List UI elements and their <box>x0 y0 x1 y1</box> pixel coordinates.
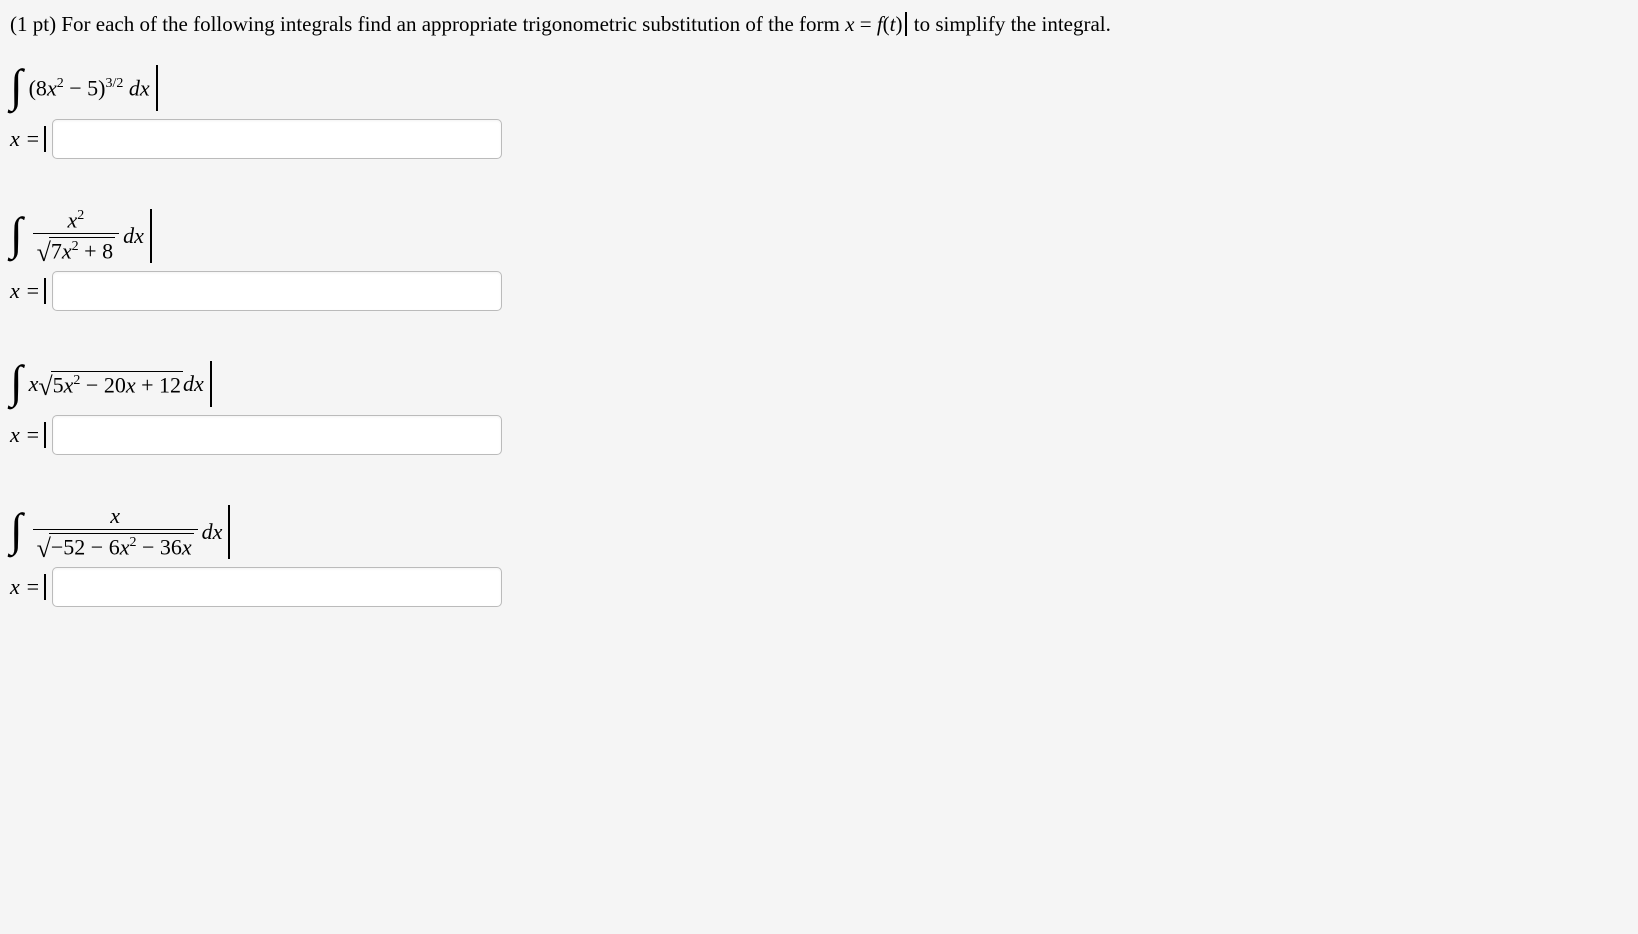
integrand-2-denominator: 7x2 + 8 <box>49 237 115 263</box>
prompt-eq-sign: = <box>854 12 876 36</box>
answer-input-2[interactable] <box>52 271 502 311</box>
problem-3: ∫ x √ 5x2 − 20x + 12 dx x = <box>10 361 1628 455</box>
problem-1: ∫ (8x2 − 5)3/2 dx x = <box>10 65 1628 159</box>
x-equals-label: x = <box>10 422 46 448</box>
integral-4: ∫ x √ −52 − 6x2 − 36x dx <box>10 505 230 559</box>
problem-4: ∫ x √ −52 − 6x2 − 36x dx x = <box>10 505 1628 607</box>
x-equals-label: x = <box>10 278 46 304</box>
sqrt-icon: √ <box>38 374 52 400</box>
answer-input-3[interactable] <box>52 415 502 455</box>
problem-prompt: (1 pt) For each of the following integra… <box>10 12 1628 37</box>
integrand-4-numerator: x <box>106 505 124 529</box>
integral-sign-icon: ∫ <box>10 211 23 257</box>
integrand-4-trailing: dx <box>202 521 223 543</box>
integrand-3-trailing: dx <box>183 373 204 395</box>
answer-input-1[interactable] <box>52 119 502 159</box>
integral-3: ∫ x √ 5x2 − 20x + 12 dx <box>10 361 212 407</box>
x-equals-label: x = <box>10 574 46 600</box>
integrand-2-numerator: x2 <box>63 209 88 233</box>
sqrt-icon: √ <box>37 240 51 266</box>
prompt-eq-open: ( <box>883 12 890 36</box>
integrand-1: (8x2 − 5)3/2 dx <box>29 77 150 99</box>
answer-input-4[interactable] <box>52 567 502 607</box>
integral-1: ∫ (8x2 − 5)3/2 dx <box>10 65 158 111</box>
integrand-2-trailing: dx <box>123 225 144 247</box>
prompt-eq-close: ) <box>896 12 903 36</box>
problem-2: ∫ x2 √ 7x2 + 8 dx x = <box>10 209 1628 311</box>
integral-2: ∫ x2 √ 7x2 + 8 dx <box>10 209 152 263</box>
integral-sign-icon: ∫ <box>10 63 23 109</box>
integrand-3-pre: x <box>29 373 39 395</box>
prompt-prefix: (1 pt) For each of the following integra… <box>10 12 845 36</box>
integral-sign-icon: ∫ <box>10 359 23 405</box>
x-equals-label: x = <box>10 126 46 152</box>
integrand-4-denominator: −52 − 6x2 − 36x <box>49 533 194 559</box>
prompt-cursor-bar <box>903 12 907 36</box>
integrand-3-sqrt: 5x2 − 20x + 12 <box>51 371 183 397</box>
integral-sign-icon: ∫ <box>10 507 23 553</box>
prompt-suffix: to simplify the integral. <box>909 12 1111 36</box>
sqrt-icon: √ <box>37 536 51 562</box>
